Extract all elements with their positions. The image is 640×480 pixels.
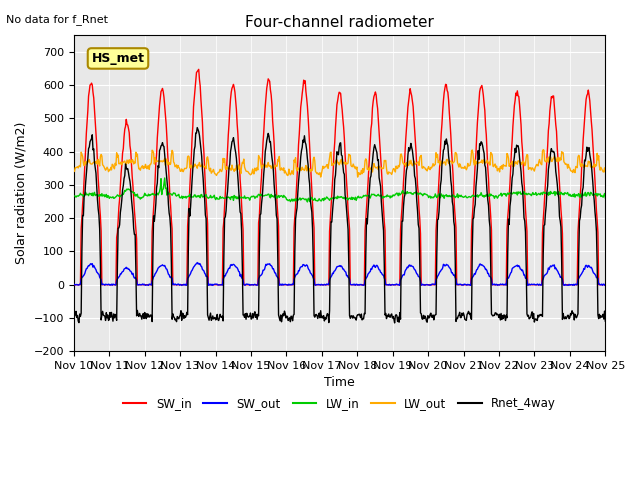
Title: Four-channel radiometer: Four-channel radiometer	[245, 15, 434, 30]
Text: No data for f_Rnet: No data for f_Rnet	[6, 14, 108, 25]
Text: HS_met: HS_met	[92, 52, 145, 65]
X-axis label: Time: Time	[324, 376, 355, 389]
Y-axis label: Solar radiation (W/m2): Solar radiation (W/m2)	[15, 122, 28, 264]
Legend: SW_in, SW_out, LW_in, LW_out, Rnet_4way: SW_in, SW_out, LW_in, LW_out, Rnet_4way	[118, 392, 561, 415]
